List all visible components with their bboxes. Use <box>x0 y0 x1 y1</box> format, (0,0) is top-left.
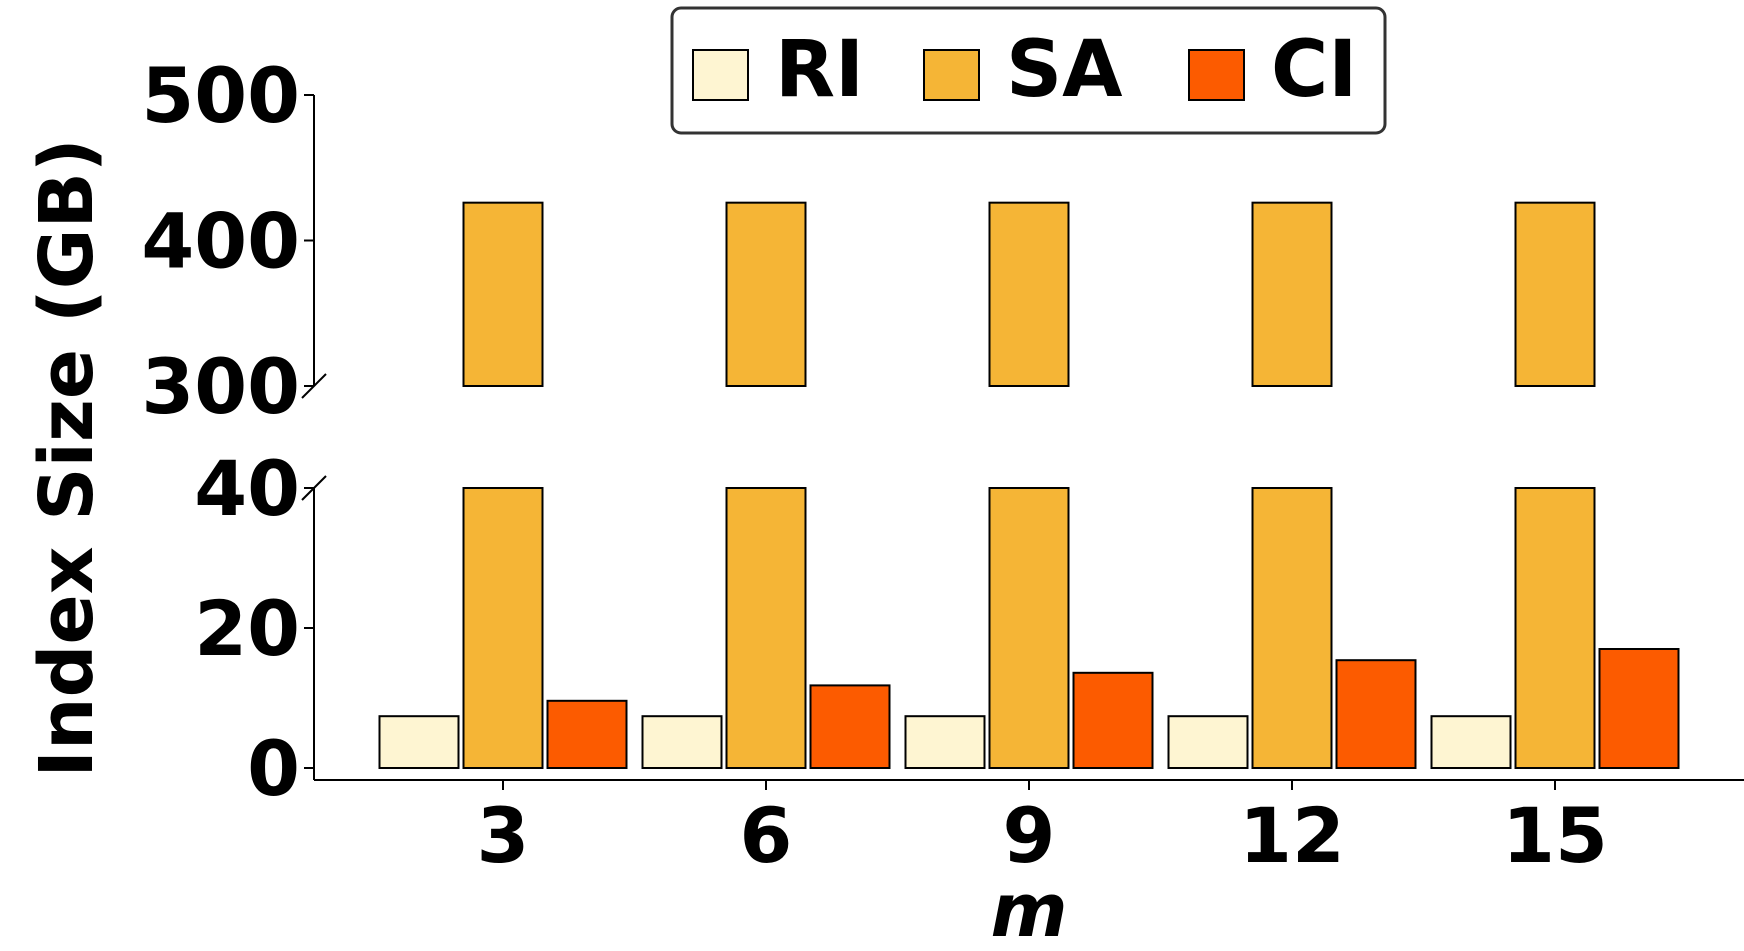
upper-panel: 300 400 500 <box>141 51 1596 431</box>
legend: RI SA CI <box>670 6 1387 135</box>
bar-sa-12 <box>1251 487 1333 769</box>
x-tick-label: 15 <box>1502 791 1608 880</box>
lower-y-tick-label: 20 <box>194 584 300 673</box>
bar-ri-15 <box>1430 715 1512 770</box>
x-tick-label: 9 <box>1003 791 1056 880</box>
bar-sa-9 <box>988 487 1070 769</box>
legend-swatch-ri <box>692 49 749 101</box>
legend-swatch-sa <box>923 49 980 101</box>
bar-ri-12 <box>1167 715 1249 770</box>
legend-label-sa: SA <box>1006 25 1123 115</box>
legend-label-ci: CI <box>1271 25 1357 115</box>
legend-label-ri: RI <box>775 25 864 115</box>
lower-panel: 0 20 40 3 6 9 12 15 <box>194 444 1744 880</box>
lower-y-tick-label: 0 <box>247 724 300 813</box>
bar-sa-6-upper <box>725 201 807 387</box>
y-axis-title: Index Size (GB) <box>24 138 110 777</box>
bar-ci-12 <box>1335 659 1417 770</box>
bar-sa-9-upper <box>988 201 1070 387</box>
x-tick-label: 12 <box>1239 791 1345 880</box>
bar-ci-3 <box>546 699 628 769</box>
bar-sa-15 <box>1514 487 1596 769</box>
bar-sa-12-upper <box>1251 201 1333 387</box>
bar-ci-9 <box>1072 671 1154 769</box>
bar-sa-6 <box>725 487 807 769</box>
bar-ri-6 <box>641 715 723 770</box>
bar-ri-9 <box>904 715 986 770</box>
legend-swatch-ci <box>1188 49 1245 101</box>
upper-y-tick-label: 500 <box>141 51 300 140</box>
bar-sa-3-upper <box>462 201 544 387</box>
lower-y-tick-label: 40 <box>194 444 300 533</box>
upper-y-tick-label: 400 <box>141 197 300 286</box>
bar-sa-15-upper <box>1514 201 1596 387</box>
bar-sa-3 <box>462 487 544 769</box>
bar-ci-15 <box>1598 648 1680 769</box>
x-tick-label: 3 <box>477 791 530 880</box>
bar-ri-3 <box>378 715 460 770</box>
upper-y-tick-label: 300 <box>141 342 300 431</box>
x-axis-title: m <box>990 868 1067 951</box>
bar-ci-6 <box>809 684 891 770</box>
legend-frame <box>670 6 1387 135</box>
x-tick-label: 6 <box>740 791 793 880</box>
